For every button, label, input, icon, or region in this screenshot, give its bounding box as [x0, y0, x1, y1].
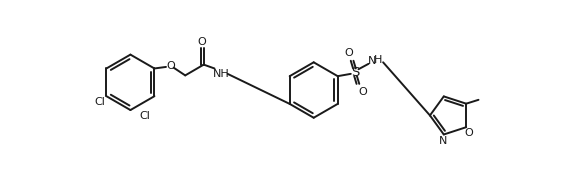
Text: Cl: Cl [94, 97, 105, 107]
Text: Cl: Cl [140, 111, 150, 121]
Text: O: O [166, 61, 175, 71]
Text: S: S [351, 66, 360, 79]
Text: NH: NH [213, 69, 230, 79]
Text: O: O [345, 48, 353, 58]
Text: O: O [358, 87, 367, 97]
Text: N: N [368, 56, 376, 66]
Text: O: O [198, 37, 206, 47]
Text: N: N [439, 136, 447, 146]
Text: H: H [373, 55, 382, 65]
Text: O: O [464, 128, 473, 138]
